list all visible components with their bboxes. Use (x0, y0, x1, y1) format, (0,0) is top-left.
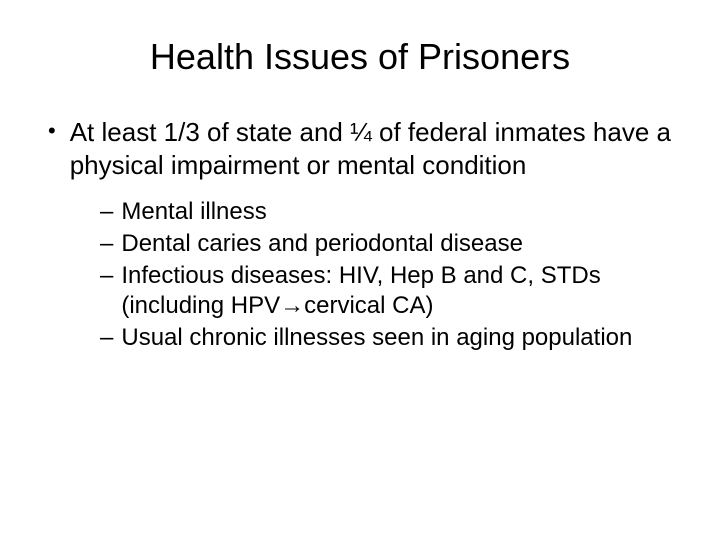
sub-bullet-marker: – (100, 229, 113, 259)
sub-bullet: – Usual chronic illnesses seen in aging … (100, 323, 672, 353)
sub-bullet-text: Dental caries and periodontal disease (121, 229, 672, 259)
sub-bullet-text: Infectious diseases: HIV, Hep B and C, S… (121, 261, 672, 321)
sub-bullet-marker: – (100, 261, 113, 291)
main-bullet-text: At least 1/3 of state and ¼ of federal i… (70, 116, 672, 181)
sub-bullet-marker: – (100, 197, 113, 227)
sub-bullet: – Infectious diseases: HIV, Hep B and C,… (100, 261, 672, 321)
bullet-marker: • (48, 116, 56, 147)
sub-bullet: – Dental caries and periodontal disease (100, 229, 672, 259)
sub-bullet-marker: – (100, 323, 113, 353)
sub-bullet-list: – Mental illness – Dental caries and per… (100, 197, 672, 353)
sub-bullet: – Mental illness (100, 197, 672, 227)
sub-bullet-text: Mental illness (121, 197, 672, 227)
main-bullet: • At least 1/3 of state and ¼ of federal… (48, 116, 672, 181)
slide-container: Health Issues of Prisoners • At least 1/… (0, 0, 720, 540)
sub-bullet-text: Usual chronic illnesses seen in aging po… (121, 323, 672, 353)
slide-title: Health Issues of Prisoners (48, 36, 672, 78)
